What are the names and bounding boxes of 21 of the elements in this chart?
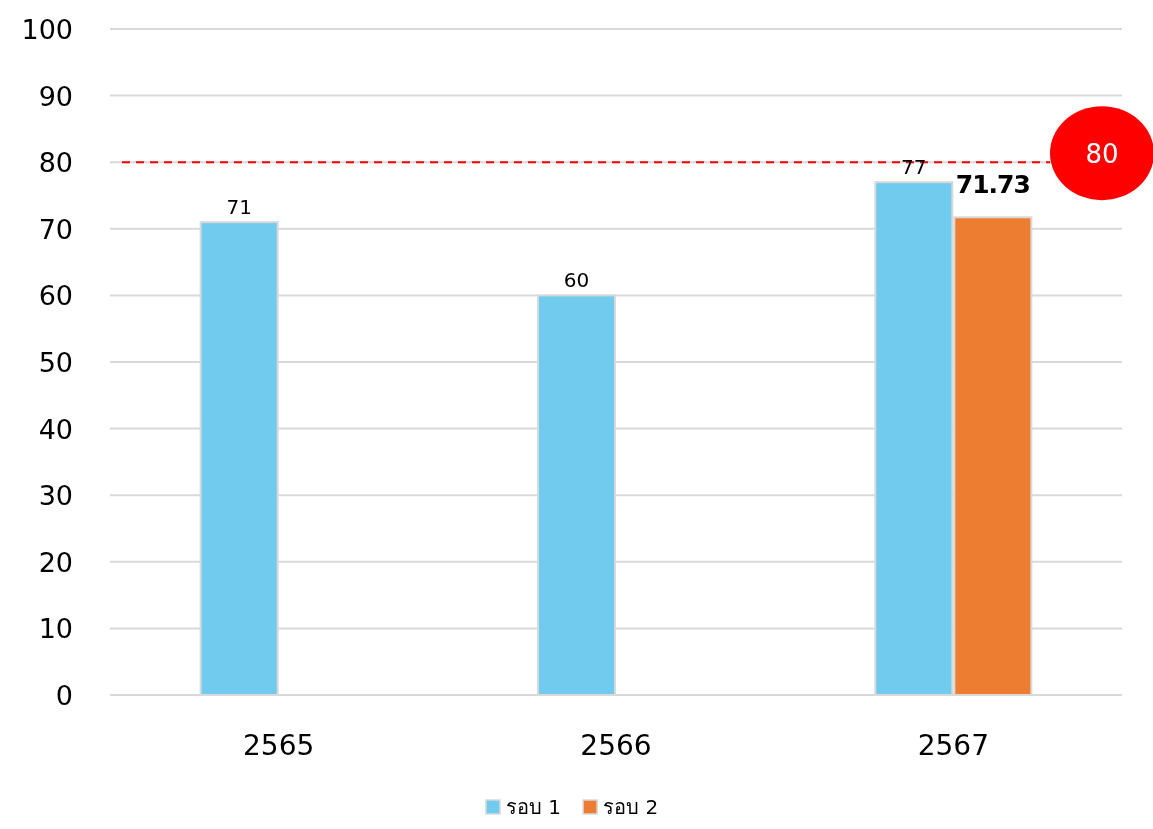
ytick: 70: [38, 213, 73, 245]
ytick: 40: [38, 413, 73, 445]
ytick: 80: [38, 147, 73, 179]
xtick: 2567: [917, 729, 989, 762]
xtick: 2565: [243, 729, 315, 762]
data-label: 77: [901, 155, 927, 180]
data-label: 60: [563, 268, 590, 293]
data-label: 71.73: [955, 170, 1030, 200]
ytick: 100: [21, 14, 73, 45]
data-label: 71: [226, 195, 252, 220]
ytick: 30: [38, 480, 73, 512]
ref-label: 80: [1085, 139, 1119, 170]
ytick: 50: [38, 347, 73, 378]
ytick: 20: [38, 546, 73, 578]
xtick: 2566: [580, 729, 652, 762]
ytick: 0: [55, 680, 73, 711]
legend-label: รอบ 1: [506, 795, 562, 819]
ytick: 90: [38, 80, 73, 112]
ytick: 10: [38, 613, 73, 645]
ytick: 60: [38, 280, 73, 312]
legend-label: รอบ 2: [603, 795, 659, 819]
